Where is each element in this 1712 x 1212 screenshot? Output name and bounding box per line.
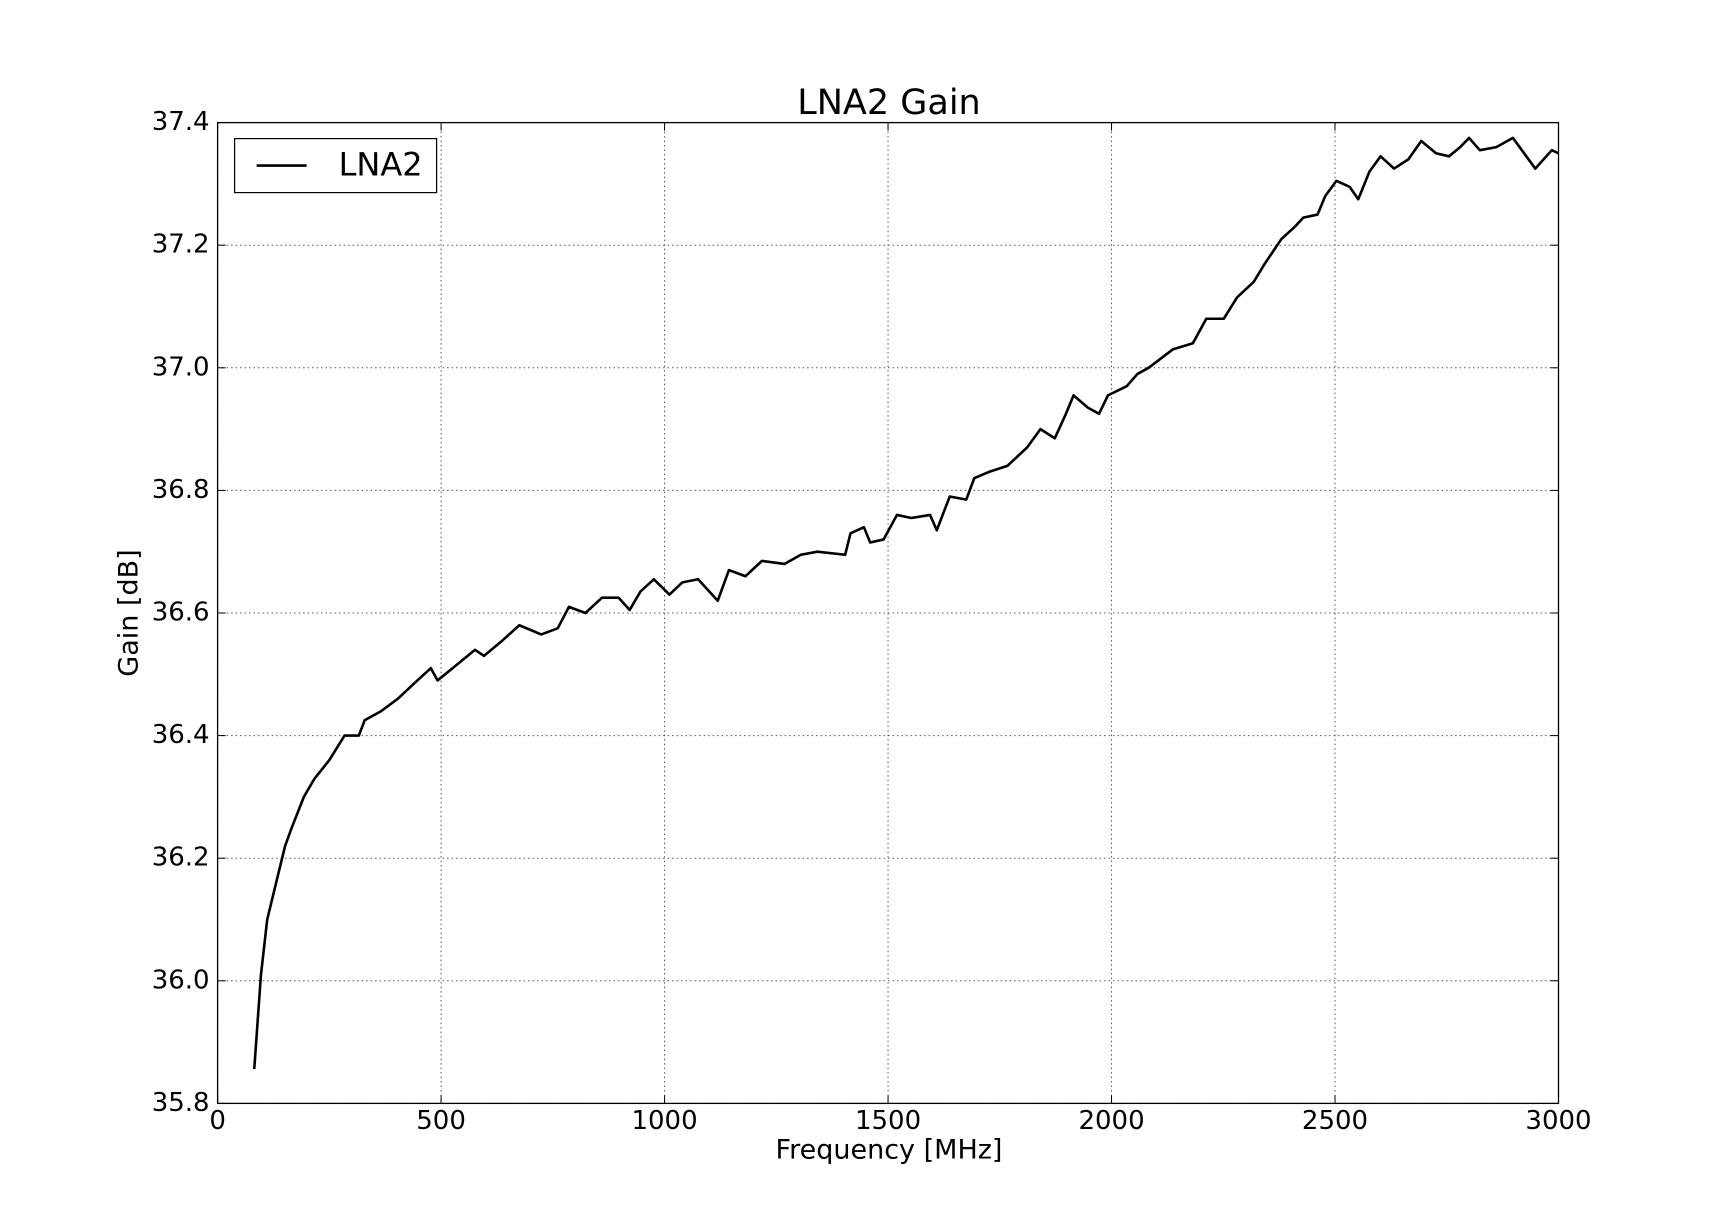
y-tick-label: 36.2	[152, 843, 210, 873]
x-tick-label: 3000	[1525, 1106, 1591, 1136]
x-tick-label: 2000	[1078, 1106, 1144, 1136]
x-tick-label: 1500	[855, 1106, 921, 1136]
chart-title: LNA2 Gain	[797, 83, 981, 123]
x-tick-label: 1000	[631, 1106, 697, 1136]
y-tick-label: 36.4	[152, 720, 210, 750]
y-axis-label: Gain [dB]	[114, 549, 145, 676]
y-tick-label: 37.2	[152, 230, 210, 260]
data-line	[252, 136, 1560, 1070]
y-tick-label: 37.4	[152, 107, 210, 137]
y-tick-label: 35.8	[152, 1088, 210, 1118]
x-tick-label: 500	[416, 1106, 466, 1136]
x-tick-label: 0	[209, 1106, 226, 1136]
y-tick-label: 36.8	[152, 475, 210, 505]
x-axis-label: Frequency [MHz]	[776, 1135, 1003, 1166]
legend-label: LNA2	[339, 146, 423, 184]
y-tick-label: 36.6	[152, 598, 210, 628]
plot-frame	[216, 121, 1560, 1105]
y-tick-label: 36.0	[152, 965, 210, 995]
x-tick-label: 2500	[1302, 1106, 1368, 1136]
y-tick-label: 37.0	[152, 352, 210, 382]
